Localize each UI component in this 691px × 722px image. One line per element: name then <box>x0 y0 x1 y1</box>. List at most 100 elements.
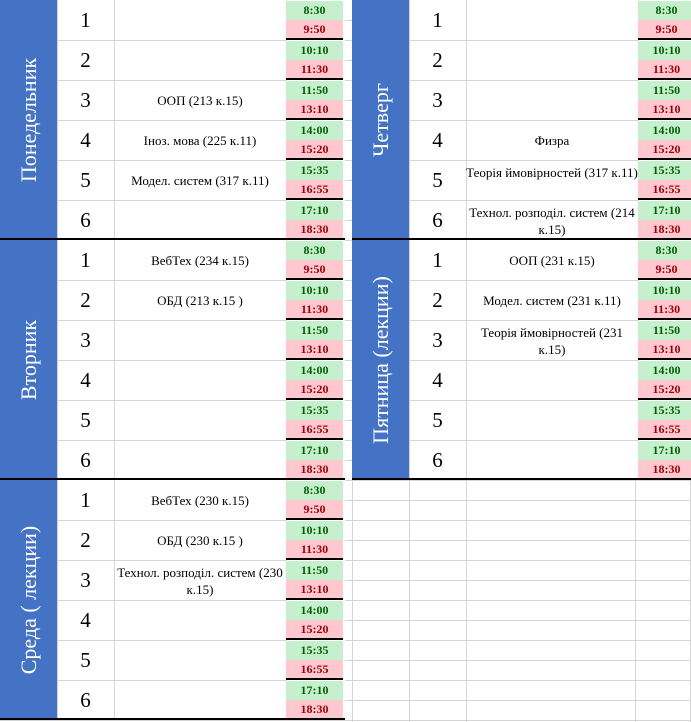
cell-border <box>57 320 286 321</box>
lesson-start-time: 17:10 <box>286 681 343 700</box>
day-header: Четверг <box>352 0 409 240</box>
gridline <box>0 560 691 561</box>
cell-border <box>57 560 286 561</box>
gridline <box>0 360 691 361</box>
day-separator <box>352 238 691 240</box>
lesson-start-time: 10:10 <box>638 281 691 300</box>
lesson-start-time: 11:50 <box>638 321 691 340</box>
cell-border <box>57 160 286 161</box>
lesson-number: 1 <box>80 7 91 32</box>
lesson-start-time: 17:10 <box>638 201 691 220</box>
lesson-end-time: 13:10 <box>286 340 343 360</box>
lesson-subject[interactable] <box>114 640 286 680</box>
lesson-subject[interactable] <box>114 320 286 360</box>
lesson-subject[interactable]: ООП (213 к.15) <box>157 92 243 108</box>
lesson-end-time: 16:55 <box>286 420 343 440</box>
lesson-end-time: 13:10 <box>286 100 343 120</box>
gridline <box>0 160 691 161</box>
day-header: Вторник <box>0 240 57 480</box>
cell-border <box>409 120 638 121</box>
lesson-subject[interactable] <box>114 400 286 440</box>
lesson-number: 4 <box>80 367 91 392</box>
day-header: Понедельник <box>0 0 57 240</box>
cell-border <box>57 680 286 681</box>
cell-border <box>57 400 286 401</box>
lesson-start-time: 8:30 <box>286 481 343 500</box>
lesson-number: 5 <box>432 167 443 192</box>
gridline <box>0 300 691 301</box>
lesson-subject[interactable] <box>466 440 638 480</box>
lesson-end-time: 9:50 <box>286 20 343 40</box>
lesson-number: 1 <box>432 247 443 272</box>
lesson-number: 5 <box>432 407 443 432</box>
lesson-subject[interactable]: Технол. розподіл. систем (214 к.15) <box>469 205 635 237</box>
gridline <box>0 220 691 221</box>
lesson-end-time: 18:30 <box>286 220 343 240</box>
lesson-start-time: 15:35 <box>638 401 691 420</box>
day-name: Среда ( лекции) <box>15 525 41 675</box>
gridline <box>0 240 691 241</box>
gridline <box>0 280 691 281</box>
day-name: Четверг <box>367 83 393 157</box>
lesson-start-time: 10:10 <box>638 41 691 60</box>
lesson-start-time: 8:30 <box>286 1 343 20</box>
lesson-subject[interactable]: Технол. розподіл. систем (230 к.15) <box>117 565 283 597</box>
lesson-start-time: 14:00 <box>286 121 343 140</box>
lesson-subject[interactable]: Теорія ймовірностей (317 к.11) <box>466 165 638 180</box>
lesson-subject[interactable] <box>114 200 286 240</box>
lesson-subject[interactable] <box>466 0 638 40</box>
day-block-wed: Среда ( лекции) 1 ВебТех (230 к.15) 8:30 9:5… <box>0 480 345 720</box>
lesson-subject[interactable]: Физра <box>534 132 570 148</box>
lesson-subject[interactable] <box>466 40 638 80</box>
lesson-start-time: 11:50 <box>286 81 343 100</box>
lesson-start-time: 11:50 <box>286 561 343 580</box>
lesson-number: 2 <box>80 287 91 312</box>
cell-border <box>409 360 638 361</box>
gridline <box>0 480 691 481</box>
lesson-subject[interactable] <box>114 0 286 40</box>
lesson-end-time: 15:20 <box>638 380 691 400</box>
lesson-subject[interactable] <box>466 400 638 440</box>
cell-border <box>57 280 286 281</box>
day-block-fri: Пятница (лекции) 1 ООП (231 к.15) 8:30 9:50 2… <box>352 240 691 480</box>
lesson-subject[interactable]: ОБД (230 к.15 ) <box>157 532 243 548</box>
cell-border <box>409 400 638 401</box>
lesson-subject[interactable] <box>114 360 286 400</box>
lesson-subject[interactable] <box>466 360 638 400</box>
gridline <box>0 100 691 101</box>
gridline <box>0 600 691 601</box>
lesson-subject[interactable]: Модел. систем (317 к.11) <box>131 172 269 188</box>
lesson-end-time: 11:30 <box>286 300 343 320</box>
lesson-start-time: 8:30 <box>286 241 343 260</box>
gridline <box>0 200 691 201</box>
lesson-start-time: 11:50 <box>638 81 691 100</box>
lesson-number: 2 <box>432 47 443 72</box>
gridline <box>0 520 691 521</box>
lesson-subject[interactable] <box>466 80 638 120</box>
lesson-subject[interactable] <box>114 440 286 480</box>
lesson-subject[interactable]: ООП (231 к.15) <box>509 252 595 268</box>
lesson-end-time: 15:20 <box>638 140 691 160</box>
cell-border <box>286 0 287 240</box>
lesson-subject[interactable]: Теорія ймовірностей (231 к.15) <box>480 325 624 357</box>
lesson-subject[interactable]: ВебТех (230 к.15) <box>151 492 249 508</box>
lesson-subject[interactable]: ВебТех (234 к.15) <box>151 252 249 268</box>
lesson-subject[interactable] <box>114 40 286 80</box>
lesson-subject[interactable] <box>114 680 286 720</box>
lesson-end-time: 16:55 <box>286 180 343 200</box>
lesson-subject[interactable]: Модел. систем (231 к.11) <box>483 292 621 308</box>
lesson-number: 1 <box>432 7 443 32</box>
lesson-number: 6 <box>432 207 443 232</box>
lesson-number: 5 <box>80 167 91 192</box>
lesson-end-time: 18:30 <box>286 460 343 480</box>
gridline <box>0 700 691 701</box>
gridline <box>0 60 691 61</box>
gridline <box>0 640 691 641</box>
lesson-subject[interactable] <box>114 600 286 640</box>
lesson-start-time: 17:10 <box>286 201 343 220</box>
lesson-subject[interactable]: Іноз. мова (225 к.11) <box>143 132 257 148</box>
cell-border <box>57 440 286 441</box>
day-block-thu: Четверг 1 8:30 9:50 2 10:10 11:30 3 11:50 13:10 4 Ф… <box>352 0 691 240</box>
lesson-subject[interactable]: ОБД (213 к.15 ) <box>157 292 243 308</box>
